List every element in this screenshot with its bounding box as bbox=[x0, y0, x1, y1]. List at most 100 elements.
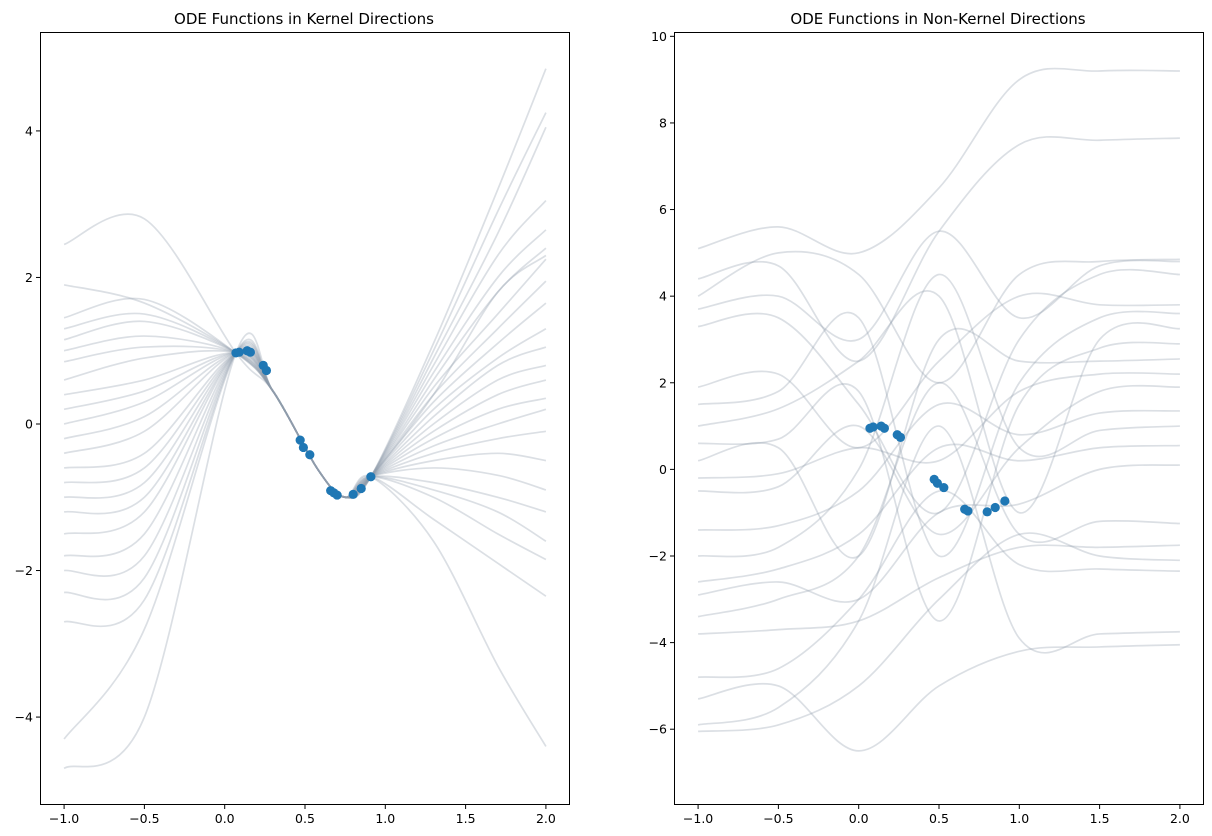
y-tick-label: −4 bbox=[15, 710, 33, 725]
ode-curve-5 bbox=[697, 292, 1180, 449]
chart-title: ODE Functions in Kernel Directions bbox=[174, 10, 434, 28]
point-group bbox=[865, 421, 1010, 517]
x-tick-label: −1.0 bbox=[49, 811, 79, 826]
data-point bbox=[879, 423, 889, 433]
x-tick-label: −0.5 bbox=[763, 811, 793, 826]
ode-curve-19 bbox=[63, 343, 547, 577]
data-point bbox=[990, 502, 1000, 513]
curve-group bbox=[63, 68, 547, 770]
plot-frame bbox=[40, 32, 570, 805]
ode-curve-11 bbox=[63, 346, 547, 499]
data-point bbox=[1000, 496, 1010, 506]
y-tick-label: 2 bbox=[659, 375, 667, 390]
point-group bbox=[231, 346, 376, 500]
x-tick-label: 1.5 bbox=[456, 811, 476, 826]
ode-curve-12 bbox=[63, 350, 547, 499]
data-point bbox=[261, 365, 272, 376]
ode-curve-0 bbox=[697, 67, 1180, 255]
y-tick-label: 0 bbox=[659, 462, 667, 477]
data-point bbox=[356, 483, 366, 494]
ode-curve-0 bbox=[63, 213, 547, 499]
y-tick-label: 2 bbox=[25, 270, 33, 285]
ode-curve-16 bbox=[63, 347, 547, 515]
ode-curve-4 bbox=[697, 268, 1180, 515]
data-point bbox=[332, 490, 342, 500]
x-tick-label: 0.0 bbox=[849, 811, 869, 826]
ode-curve-6 bbox=[697, 310, 1180, 558]
ode-curve-2 bbox=[697, 250, 1180, 384]
ode-curve-22 bbox=[63, 338, 547, 740]
ode-curve-18 bbox=[697, 490, 1180, 679]
ode-curve-9 bbox=[697, 327, 1180, 559]
data-point bbox=[295, 435, 305, 445]
data-point bbox=[348, 489, 358, 499]
ode-curve-1 bbox=[63, 68, 547, 500]
x-tick-label: 2.0 bbox=[1170, 811, 1190, 826]
y-tick-label: 4 bbox=[25, 123, 33, 138]
data-point bbox=[982, 507, 992, 517]
ode-curve-15 bbox=[697, 464, 1180, 603]
ode-curve-4 bbox=[63, 199, 547, 499]
ode-curve-11 bbox=[698, 384, 1180, 536]
ode-curve-19 bbox=[697, 643, 1180, 752]
plot-frame bbox=[674, 32, 1204, 805]
y-tick-label: −2 bbox=[649, 548, 667, 563]
data-point bbox=[245, 347, 255, 357]
ode-curve-1 bbox=[697, 135, 1180, 362]
x-tick-label: 0.0 bbox=[215, 811, 235, 826]
y-tick-label: −6 bbox=[649, 722, 667, 737]
data-point bbox=[366, 472, 376, 482]
y-tick-label: 10 bbox=[651, 29, 667, 44]
kernel-directions-chart: ODE Functions in Kernel Directions −1.0−… bbox=[15, 10, 570, 826]
ode-curve-10 bbox=[63, 328, 547, 499]
ode-curve-6 bbox=[63, 247, 547, 499]
data-point bbox=[868, 422, 878, 432]
ode-curve-3 bbox=[697, 230, 1180, 342]
x-tick-label: 0.5 bbox=[295, 811, 315, 826]
ode-curve-20 bbox=[697, 425, 1180, 726]
data-point bbox=[298, 442, 308, 453]
data-point bbox=[305, 450, 315, 460]
ode-curve-21 bbox=[63, 340, 547, 628]
non-kernel-directions-chart: ODE Functions in Non-Kernel Directions −… bbox=[649, 10, 1204, 826]
x-tick-label: −0.5 bbox=[129, 811, 159, 826]
ode-curve-12 bbox=[698, 402, 1180, 531]
ode-curve-20 bbox=[63, 342, 547, 601]
data-point bbox=[963, 506, 973, 516]
x-tick-label: 0.5 bbox=[929, 811, 949, 826]
ode-curve-23 bbox=[63, 332, 547, 770]
x-tick-label: 1.5 bbox=[1090, 811, 1110, 826]
ode-curve-14 bbox=[63, 349, 547, 499]
ode-curve-21 bbox=[698, 532, 1180, 733]
y-tick-label: 4 bbox=[659, 289, 667, 304]
ode-curve-9 bbox=[63, 302, 547, 499]
chart-title: ODE Functions in Non-Kernel Directions bbox=[790, 10, 1085, 28]
ode-curve-14 bbox=[697, 443, 1180, 583]
data-point bbox=[895, 432, 906, 442]
y-tick-label: 0 bbox=[25, 416, 33, 431]
ode-curve-10 bbox=[698, 371, 1180, 479]
y-tick-label: 6 bbox=[659, 202, 667, 217]
ode-curve-13 bbox=[697, 273, 1180, 558]
ode-curve-8 bbox=[698, 341, 1180, 622]
y-tick-label: 8 bbox=[659, 115, 667, 130]
ode-curve-7 bbox=[697, 289, 1181, 514]
ode-curve-16 bbox=[697, 381, 1180, 618]
ode-curve-15 bbox=[63, 348, 547, 499]
x-tick-label: 1.0 bbox=[1009, 811, 1029, 826]
x-tick-label: 2.0 bbox=[536, 811, 556, 826]
y-tick-label: −2 bbox=[15, 563, 33, 578]
ode-curve-2 bbox=[63, 112, 547, 499]
ode-curve-17 bbox=[63, 346, 547, 535]
data-point bbox=[234, 347, 244, 357]
x-tick-label: 1.0 bbox=[375, 811, 395, 826]
ode-curve-17 bbox=[698, 544, 1180, 635]
y-tick-label: −4 bbox=[649, 635, 667, 650]
ode-curve-13 bbox=[63, 350, 547, 499]
x-tick-label: −1.0 bbox=[683, 811, 713, 826]
curve-group bbox=[697, 67, 1181, 752]
tick-group: −1.0 −0.5 0.0 0.5 1.0 1.5 2.0 −4 −2 0 2 4 bbox=[15, 123, 556, 826]
ode-curve-18 bbox=[63, 345, 547, 558]
tick-group: −1.0 −0.5 0.0 0.5 1.0 1.5 2.0 −6 −4 −2 0 2 4 6 8 10 bbox=[649, 29, 1190, 826]
